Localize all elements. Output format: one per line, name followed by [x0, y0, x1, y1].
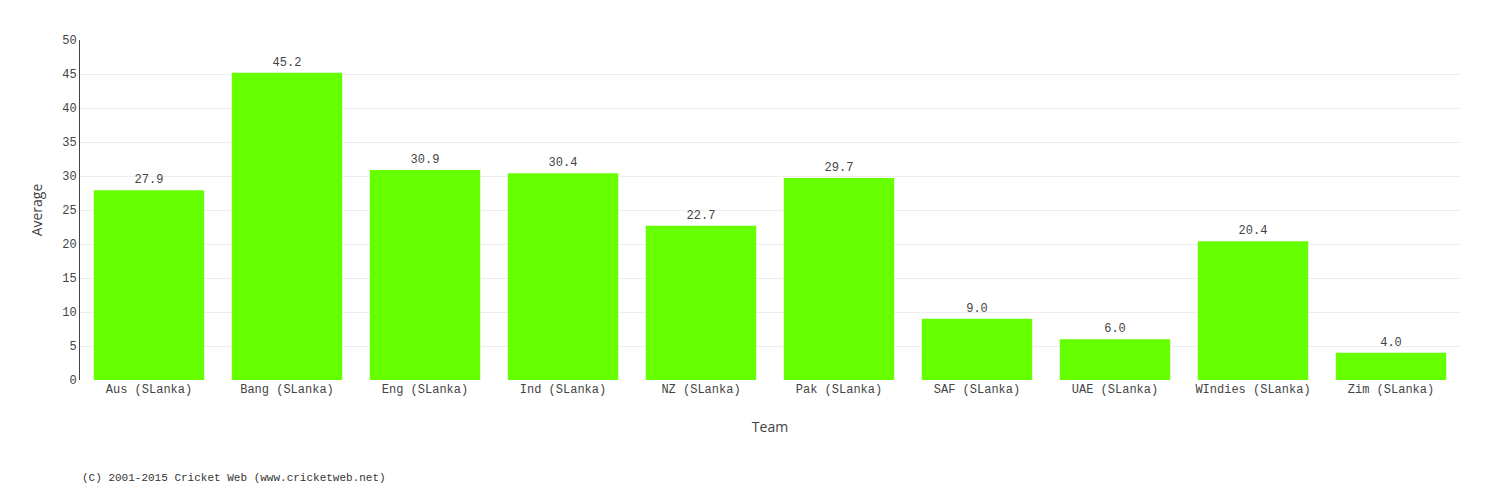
svg-text:5: 5	[69, 340, 76, 354]
svg-text:20.4: 20.4	[1239, 224, 1268, 238]
svg-text:Average: Average	[27, 184, 46, 237]
svg-text:6.0: 6.0	[1104, 322, 1126, 336]
svg-text:50: 50	[62, 34, 76, 48]
svg-text:20: 20	[62, 238, 76, 252]
svg-text:35: 35	[62, 136, 76, 150]
svg-text:45: 45	[62, 68, 76, 82]
svg-text:4.0: 4.0	[1380, 336, 1402, 350]
svg-text:30.9: 30.9	[411, 153, 440, 167]
svg-text:27.9: 27.9	[135, 173, 164, 187]
svg-text:SAF (SLanka): SAF (SLanka)	[934, 383, 1020, 397]
svg-text:UAE (SLanka): UAE (SLanka)	[1072, 383, 1158, 397]
svg-text:22.7: 22.7	[687, 209, 716, 223]
svg-text:9.0: 9.0	[966, 302, 988, 316]
svg-text:WIndies (SLanka): WIndies (SLanka)	[1195, 383, 1310, 397]
svg-text:Pak (SLanka): Pak (SLanka)	[796, 383, 882, 397]
svg-text:Team: Team	[752, 417, 788, 436]
svg-text:15: 15	[62, 272, 76, 286]
svg-text:Aus (SLanka): Aus (SLanka)	[106, 383, 192, 397]
svg-text:10: 10	[62, 306, 76, 320]
svg-text:29.7: 29.7	[825, 161, 854, 175]
svg-text:45.2: 45.2	[273, 56, 302, 70]
svg-text:NZ (SLanka): NZ (SLanka)	[661, 383, 740, 397]
svg-text:0: 0	[69, 374, 76, 388]
svg-text:(C) 2001-2015 Cricket Web (www: (C) 2001-2015 Cricket Web (www.cricketwe…	[82, 472, 386, 484]
svg-text:Eng (SLanka): Eng (SLanka)	[382, 383, 468, 397]
svg-text:Zim (SLanka): Zim (SLanka)	[1348, 383, 1434, 397]
svg-text:Bang (SLanka): Bang (SLanka)	[240, 383, 334, 397]
svg-text:25: 25	[62, 204, 76, 218]
svg-text:30.4: 30.4	[549, 156, 578, 170]
svg-text:Ind (SLanka): Ind (SLanka)	[520, 383, 606, 397]
svg-text:30: 30	[62, 170, 76, 184]
svg-text:40: 40	[62, 102, 76, 116]
